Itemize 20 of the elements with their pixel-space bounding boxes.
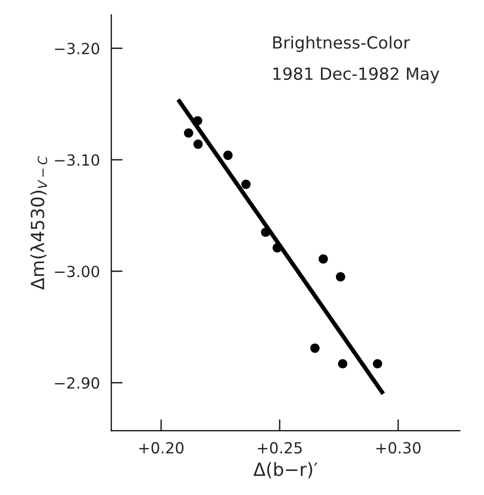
point [372,359,382,368]
point [338,359,348,368]
point [223,150,233,160]
x-tick-label: +0.25 [258,442,302,454]
y-tick-label: −3.10 [55,154,100,166]
point [241,180,251,189]
annotation: 1981 Dec-1982 May [273,67,440,84]
x-axis-title: Δ(b−r)′ [253,462,318,478]
point [336,272,346,282]
y-axis-title: Δm(λ4530)$_{V−C}$ [30,156,48,290]
x-tick-label: +0.20 [139,442,184,454]
annotation: Brightness-Color [273,36,410,52]
y-tick-label: −3.00 [55,266,100,278]
point [318,254,328,264]
point [184,128,194,138]
point [193,140,203,149]
point [310,344,320,353]
y-tick-label: −2.90 [55,377,100,389]
y-tick-label: −3.20 [55,42,100,54]
x-tick-label: +0.30 [376,442,421,454]
